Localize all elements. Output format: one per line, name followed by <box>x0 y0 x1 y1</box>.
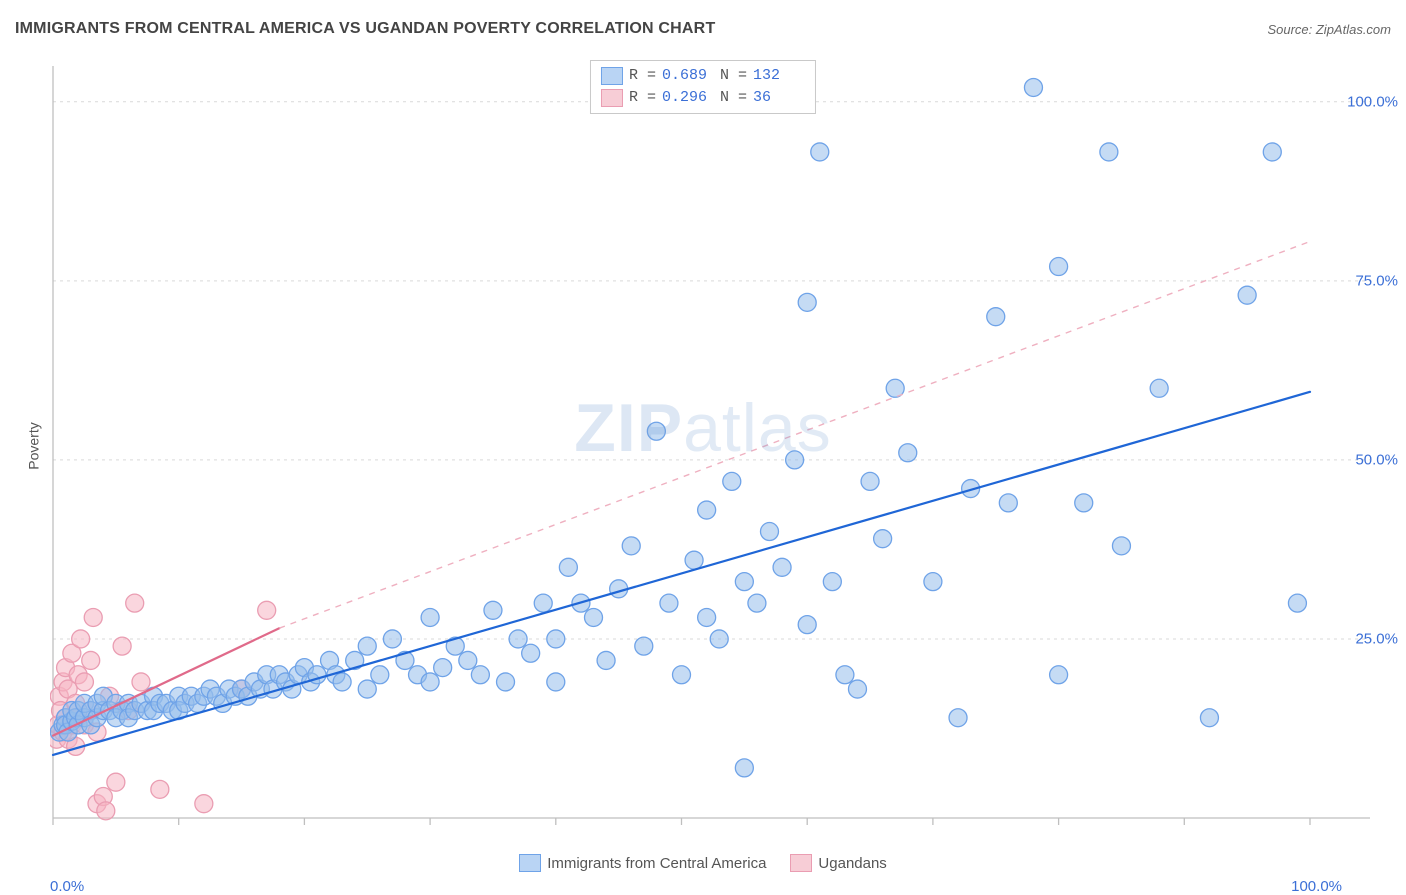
x-tick-max: 100.0% <box>1291 878 1342 895</box>
x-tick-min: 0.0% <box>50 878 84 895</box>
legend-r-value: 0.296 <box>662 87 714 109</box>
y-tick-label: 50.0% <box>1355 451 1398 468</box>
scatter-plot <box>50 58 1390 848</box>
y-tick-label: 25.0% <box>1355 630 1398 647</box>
legend-correlation-row: R = 0.689 N = 132 <box>601 65 805 87</box>
legend-r-label: R = <box>629 87 656 109</box>
legend-series-item: Immigrants from Central America <box>519 854 766 872</box>
source-link[interactable]: ZipAtlas.com <box>1316 22 1391 37</box>
source-attribution: Source: ZipAtlas.com <box>1267 22 1391 37</box>
legend-n-value: 36 <box>753 87 805 109</box>
legend-series: Immigrants from Central America Ugandans <box>0 854 1406 876</box>
legend-series-label: Ugandans <box>818 855 886 872</box>
legend-n-label: N = <box>720 65 747 87</box>
y-axis-label: Poverty <box>26 422 42 469</box>
legend-r-label: R = <box>629 65 656 87</box>
legend-series-item: Ugandans <box>790 854 886 872</box>
chart-title: IMMIGRANTS FROM CENTRAL AMERICA VS UGAND… <box>15 20 715 38</box>
legend-correlation-row: R = 0.296 N = 36 <box>601 87 805 109</box>
legend-swatch <box>601 67 623 85</box>
legend-series-label: Immigrants from Central America <box>547 855 766 872</box>
source-prefix: Source: <box>1267 22 1315 37</box>
legend-n-label: N = <box>720 87 747 109</box>
y-tick-label: 75.0% <box>1355 272 1398 289</box>
chart-svg <box>50 58 1390 848</box>
legend-swatch <box>790 854 812 872</box>
legend-n-value: 132 <box>753 65 805 87</box>
legend-swatch <box>519 854 541 872</box>
legend-r-value: 0.689 <box>662 65 714 87</box>
legend-correlation: R = 0.689 N = 132 R = 0.296 N = 36 <box>590 60 816 114</box>
legend-swatch <box>601 89 623 107</box>
y-tick-label: 100.0% <box>1347 93 1398 110</box>
